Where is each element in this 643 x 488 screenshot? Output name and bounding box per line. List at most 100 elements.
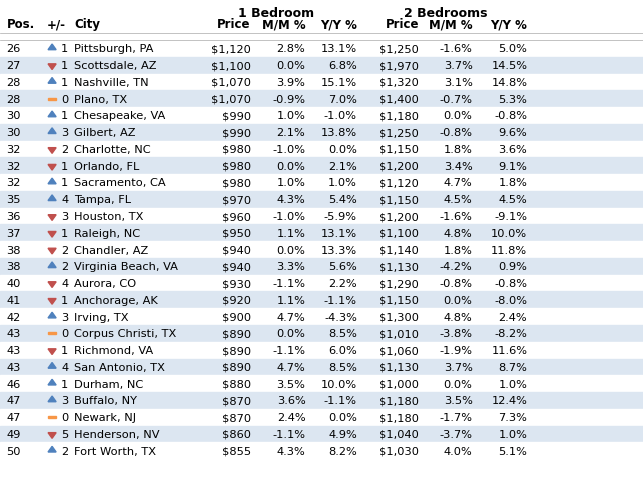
Text: 30: 30 — [6, 111, 21, 121]
Text: $1,180: $1,180 — [379, 412, 419, 422]
Text: 3.7%: 3.7% — [444, 362, 473, 372]
Text: -1.1%: -1.1% — [273, 429, 305, 439]
Text: 5: 5 — [61, 429, 68, 439]
Text: -4.2%: -4.2% — [440, 262, 473, 272]
Text: 1: 1 — [61, 162, 68, 171]
Text: Houston, TX: Houston, TX — [74, 212, 143, 222]
Text: $1,120: $1,120 — [379, 178, 419, 188]
Polygon shape — [48, 380, 56, 385]
Polygon shape — [48, 232, 56, 238]
Text: 1: 1 — [61, 178, 68, 188]
Text: $900: $900 — [222, 312, 251, 322]
Text: Charlotte, NC: Charlotte, NC — [74, 144, 150, 155]
Text: 0.0%: 0.0% — [444, 295, 473, 305]
Polygon shape — [48, 79, 56, 84]
Text: 0.0%: 0.0% — [276, 61, 305, 71]
Text: $940: $940 — [222, 262, 251, 272]
Text: $1,100: $1,100 — [211, 61, 251, 71]
Polygon shape — [48, 165, 56, 171]
Text: 4.5%: 4.5% — [444, 195, 473, 205]
Text: 2.1%: 2.1% — [276, 128, 305, 138]
Text: $890: $890 — [222, 329, 251, 339]
Text: 1: 1 — [61, 228, 68, 238]
Text: 49: 49 — [6, 429, 21, 439]
Polygon shape — [48, 447, 56, 452]
Text: 4: 4 — [61, 195, 68, 205]
Text: 4.8%: 4.8% — [444, 228, 473, 238]
Text: $930: $930 — [222, 279, 251, 288]
Text: -3.7%: -3.7% — [440, 429, 473, 439]
Text: 41: 41 — [6, 295, 21, 305]
Text: $1,200: $1,200 — [379, 212, 419, 222]
Text: Orlando, FL: Orlando, FL — [74, 162, 139, 171]
Text: 2.8%: 2.8% — [276, 44, 305, 54]
Text: 1.0%: 1.0% — [498, 379, 527, 389]
Text: -1.0%: -1.0% — [273, 144, 305, 155]
Text: 1: 1 — [61, 346, 68, 355]
Text: 13.1%: 13.1% — [321, 228, 357, 238]
Text: 4: 4 — [61, 362, 68, 372]
Text: 8.5%: 8.5% — [328, 329, 357, 339]
Text: 5.3%: 5.3% — [498, 95, 527, 104]
Text: 0: 0 — [61, 95, 68, 104]
Text: 3.4%: 3.4% — [444, 162, 473, 171]
Text: Chesapeake, VA: Chesapeake, VA — [74, 111, 165, 121]
Bar — [0, 91, 643, 108]
Text: 27: 27 — [6, 61, 21, 71]
Text: 3.3%: 3.3% — [276, 262, 305, 272]
Text: 26: 26 — [6, 44, 21, 54]
Text: 1.8%: 1.8% — [498, 178, 527, 188]
Text: 1: 1 — [61, 61, 68, 71]
Text: $1,400: $1,400 — [379, 95, 419, 104]
Bar — [0, 443, 643, 459]
Text: 42: 42 — [6, 312, 21, 322]
Text: 11.8%: 11.8% — [491, 245, 527, 255]
Text: Plano, TX: Plano, TX — [74, 95, 127, 104]
Text: Gilbert, AZ: Gilbert, AZ — [74, 128, 136, 138]
Polygon shape — [48, 282, 56, 288]
Text: M/M %: M/M % — [429, 19, 473, 31]
Text: $890: $890 — [222, 346, 251, 355]
Text: $1,140: $1,140 — [379, 245, 419, 255]
Text: $970: $970 — [222, 195, 251, 205]
Polygon shape — [48, 215, 56, 221]
Text: 5.4%: 5.4% — [328, 195, 357, 205]
Text: Irving, TX: Irving, TX — [74, 312, 129, 322]
Bar — [0, 58, 643, 74]
Text: -0.8%: -0.8% — [440, 128, 473, 138]
Text: $1,970: $1,970 — [379, 61, 419, 71]
Text: 1.8%: 1.8% — [444, 245, 473, 255]
Text: 3.6%: 3.6% — [276, 396, 305, 406]
Bar — [0, 325, 643, 342]
Text: $1,300: $1,300 — [379, 312, 419, 322]
Bar — [0, 426, 643, 443]
Text: Pos.: Pos. — [6, 19, 35, 31]
Text: 4.3%: 4.3% — [276, 195, 305, 205]
Text: -0.8%: -0.8% — [440, 279, 473, 288]
Text: $890: $890 — [222, 362, 251, 372]
Text: 38: 38 — [6, 245, 21, 255]
Text: 7.3%: 7.3% — [498, 412, 527, 422]
Polygon shape — [48, 65, 56, 70]
Text: Corpus Christi, TX: Corpus Christi, TX — [74, 329, 176, 339]
Text: 10.0%: 10.0% — [321, 379, 357, 389]
Text: 46: 46 — [6, 379, 21, 389]
Text: Buffalo, NY: Buffalo, NY — [74, 396, 137, 406]
Text: $980: $980 — [222, 162, 251, 171]
Text: 1: 1 — [61, 295, 68, 305]
Text: $1,060: $1,060 — [379, 346, 419, 355]
Text: $1,130: $1,130 — [379, 262, 419, 272]
Text: 30: 30 — [6, 128, 21, 138]
Text: $1,010: $1,010 — [379, 329, 419, 339]
Bar — [0, 158, 643, 175]
Text: Richmond, VA: Richmond, VA — [74, 346, 153, 355]
Bar — [0, 292, 643, 308]
Text: Aurora, CO: Aurora, CO — [74, 279, 136, 288]
Text: 5.6%: 5.6% — [328, 262, 357, 272]
Bar — [0, 342, 643, 359]
Text: 32: 32 — [6, 144, 21, 155]
Text: $940: $940 — [222, 245, 251, 255]
Text: 13.1%: 13.1% — [321, 44, 357, 54]
Text: 28: 28 — [6, 95, 21, 104]
Text: Tampa, FL: Tampa, FL — [74, 195, 131, 205]
